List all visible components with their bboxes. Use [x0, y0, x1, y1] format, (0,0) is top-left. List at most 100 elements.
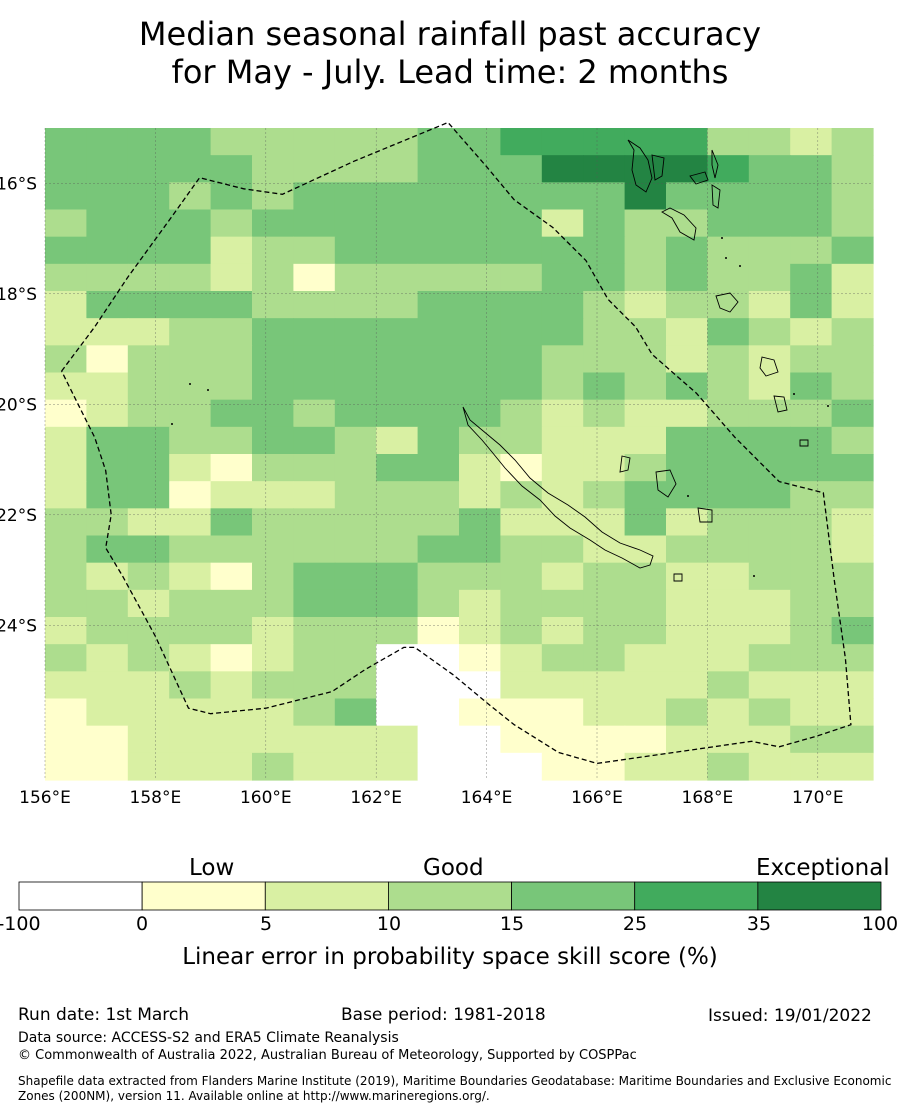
grid-cell: [541, 236, 584, 265]
lat-tick-label: 20°S: [0, 395, 37, 415]
grid-cell: [376, 481, 419, 509]
grid-cell: [666, 372, 708, 401]
grid-cell: [666, 644, 708, 672]
grid-cell: [583, 372, 626, 401]
grid-cell: [541, 426, 584, 455]
grid-cell: [86, 752, 129, 781]
grid-cell: [500, 182, 543, 211]
grid-cell: [666, 562, 708, 591]
grid-cell: [45, 372, 87, 401]
grid-cell: [376, 535, 419, 564]
grid-cell: [748, 617, 791, 645]
grid-cell: [417, 426, 460, 455]
grid-cell: [417, 263, 460, 292]
grid-cell: [210, 318, 253, 346]
grid-cell: [790, 345, 833, 374]
loyalty-mare-coast: [697, 507, 713, 523]
grid-cell: [169, 345, 212, 374]
grid-cell: [293, 291, 336, 319]
grid-cell: [541, 671, 584, 700]
islet-dot: [753, 575, 755, 577]
lon-tick-label: 166°E: [571, 788, 623, 808]
grid-cell: [459, 426, 501, 455]
grid-cell: [500, 128, 543, 156]
grid-cell: [252, 535, 294, 564]
grid-cell: [831, 399, 874, 428]
grid-cell: [169, 128, 212, 156]
grid-cell: [252, 318, 294, 346]
grid-cell: [707, 589, 750, 618]
grid-cell: [376, 209, 419, 238]
grid-cell: [624, 617, 667, 645]
grid-cell: [417, 508, 460, 537]
grid-cell: [541, 617, 584, 645]
grid-cell: [169, 182, 212, 211]
grid-cell: [376, 671, 419, 700]
grid-cell: [293, 236, 336, 265]
grid-cell: [252, 481, 294, 509]
colorbar-tick: 25: [622, 913, 648, 935]
grid-cell: [334, 209, 377, 238]
grid-cell: [748, 644, 791, 672]
grid-cell: [293, 617, 336, 645]
grid-cell: [459, 128, 501, 156]
grid-cell: [790, 671, 833, 700]
grid-cell: [45, 345, 87, 374]
grid-cell: [376, 725, 419, 754]
grid-cell: [86, 698, 129, 727]
grid-cell: [459, 318, 501, 346]
grid-cell: [748, 562, 791, 591]
grid-cell: [86, 236, 129, 265]
islet-dot: [827, 405, 829, 407]
grid-cell: [459, 399, 501, 428]
grid-cell: [624, 535, 667, 564]
grid-cell: [127, 481, 170, 509]
grid-cell: [831, 291, 874, 319]
grid-cell: [500, 671, 543, 700]
grid-cell: [624, 644, 667, 672]
grid-cell: [417, 372, 460, 401]
grid-cell: [541, 481, 584, 509]
grid-cell: [169, 236, 212, 265]
colorbar-segment: [141, 881, 266, 911]
grid-cell: [45, 291, 87, 319]
lon-tick-label: 160°E: [240, 788, 292, 808]
grid-cell: [169, 589, 212, 618]
vanuatu-tanna-coast: [773, 395, 788, 413]
grid-cell: [376, 454, 419, 482]
grid-cell: [624, 318, 667, 346]
grid-cell: [748, 481, 791, 509]
grid-cell: [376, 426, 419, 455]
grid-cell: [624, 263, 667, 292]
grid-cell: [500, 589, 543, 618]
grid-cell: [831, 372, 874, 401]
grid-cell: [831, 725, 874, 754]
grid-cell: [252, 263, 294, 292]
grid-cell: [376, 318, 419, 346]
grid-cell: [459, 698, 501, 727]
grid-cell: [417, 671, 460, 700]
grid-cell: [583, 155, 626, 183]
grid-cell: [790, 182, 833, 211]
grid-cell: [169, 209, 212, 238]
grid-cell: [334, 128, 377, 156]
grid-cell: [831, 345, 874, 374]
grid-cell: [624, 671, 667, 700]
grid-cell: [707, 372, 750, 401]
grid-cell: [334, 345, 377, 374]
grid-cell: [334, 454, 377, 482]
grid-cell: [334, 263, 377, 292]
grid-cell: [210, 182, 253, 211]
grid-cell: [45, 399, 87, 428]
grid-cell: [831, 562, 874, 591]
grid-cell: [252, 345, 294, 374]
run-date: Run date: 1st March: [18, 1005, 190, 1025]
grid-cell: [541, 372, 584, 401]
base-period: Base period: 1981-2018: [341, 1005, 546, 1025]
colorbar-tick: 100: [861, 913, 899, 935]
grid-cell: [500, 291, 543, 319]
grid-cell: [45, 128, 87, 156]
grid-cell: [127, 128, 170, 156]
grid-cell: [790, 372, 833, 401]
grid-cell: [376, 562, 419, 591]
